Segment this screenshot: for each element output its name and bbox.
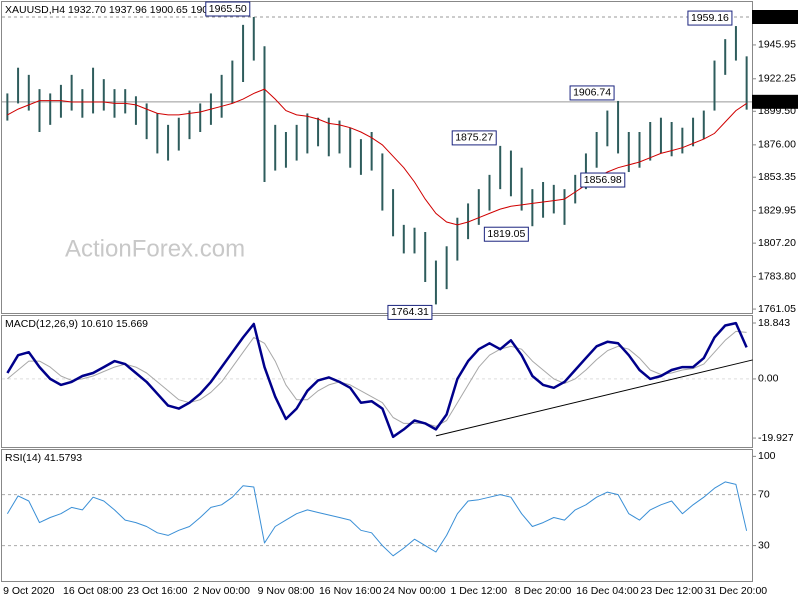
- annotation-box: [387, 304, 433, 320]
- trendline: [435, 359, 753, 437]
- x-tick-label: 23 Oct 16:00: [127, 585, 187, 597]
- price-panel: [1, 1, 753, 314]
- y-tick-label: 0.00: [758, 373, 779, 385]
- x-tick-label: 31 Dec 20:00: [705, 585, 768, 597]
- y-tick-label: 1761.05: [758, 303, 796, 315]
- x-tick-label: 1 Dec 12:00: [450, 585, 507, 597]
- y-tick-label: 70: [758, 488, 770, 500]
- x-tick-label: 23 Dec 12:00: [640, 585, 703, 597]
- price-line-box: [752, 10, 798, 24]
- annotation-box: [483, 226, 529, 242]
- annotation-label: 1906.74: [573, 87, 611, 99]
- price-line-box: [752, 94, 798, 109]
- annotation-label: 1959.16: [691, 12, 729, 24]
- x-tick-label: 16 Oct 08:00: [63, 585, 123, 597]
- x-tick-label: 16 Nov 16:00: [319, 585, 382, 597]
- y-tick-label: 1876.00: [758, 139, 796, 151]
- y-tick-label: 30: [758, 539, 770, 551]
- annotation-box: [569, 85, 615, 101]
- x-tick-label: 16 Dec 04:00: [576, 585, 639, 597]
- rsi-title: RSI(14) 41.5793: [5, 452, 82, 464]
- annotation-label: 1856.98: [584, 174, 622, 186]
- annotation-label: 1965.50: [209, 3, 247, 15]
- annotation-label: 1875.27: [455, 132, 493, 144]
- annotation-label: 1819.05: [487, 228, 525, 240]
- macd-panel: [1, 315, 753, 448]
- y-tick-label: 100: [758, 450, 776, 462]
- y-tick-label: -19.927: [758, 432, 794, 444]
- y-tick-label: 1922.25: [758, 73, 796, 85]
- macd-title: MACD(12,26,9) 10.610 15.669: [5, 318, 148, 330]
- moving-average: [7, 88, 747, 226]
- y-tick-label: 1945.95: [758, 39, 796, 51]
- x-tick-label: 2 Nov 00:00: [193, 585, 250, 597]
- price-line-label: 1906.13: [756, 96, 794, 108]
- x-tick-label: 9 Nov 08:00: [258, 585, 315, 597]
- price-title: XAUUSD,H4 1932.70 1937.96 1900.65 1906.1…: [5, 4, 229, 16]
- y-tick-label: 1829.95: [758, 204, 796, 216]
- x-tick-label: 9 Oct 2020: [3, 585, 55, 597]
- annotation-label: 1764.31: [391, 306, 429, 318]
- y-tick-label: 18.843: [758, 317, 790, 329]
- indicator-line: [6, 481, 748, 557]
- x-tick-label: 24 Nov 00:00: [383, 585, 446, 597]
- y-tick-label: 1783.80: [758, 270, 796, 282]
- annotation-box: [205, 1, 251, 17]
- watermark: ActionForex.com: [65, 235, 245, 262]
- y-tick-label: 1853.35: [758, 171, 796, 183]
- annotation-box: [687, 10, 733, 26]
- annotation-box: [451, 130, 497, 146]
- x-tick-label: 8 Dec 20:00: [515, 585, 572, 597]
- annotation-box: [580, 172, 626, 188]
- rsi-panel: [1, 449, 753, 582]
- y-tick-label: 1807.20: [758, 237, 796, 249]
- price-line-label: 1965.50: [756, 11, 794, 23]
- indicator-line: [6, 321, 748, 439]
